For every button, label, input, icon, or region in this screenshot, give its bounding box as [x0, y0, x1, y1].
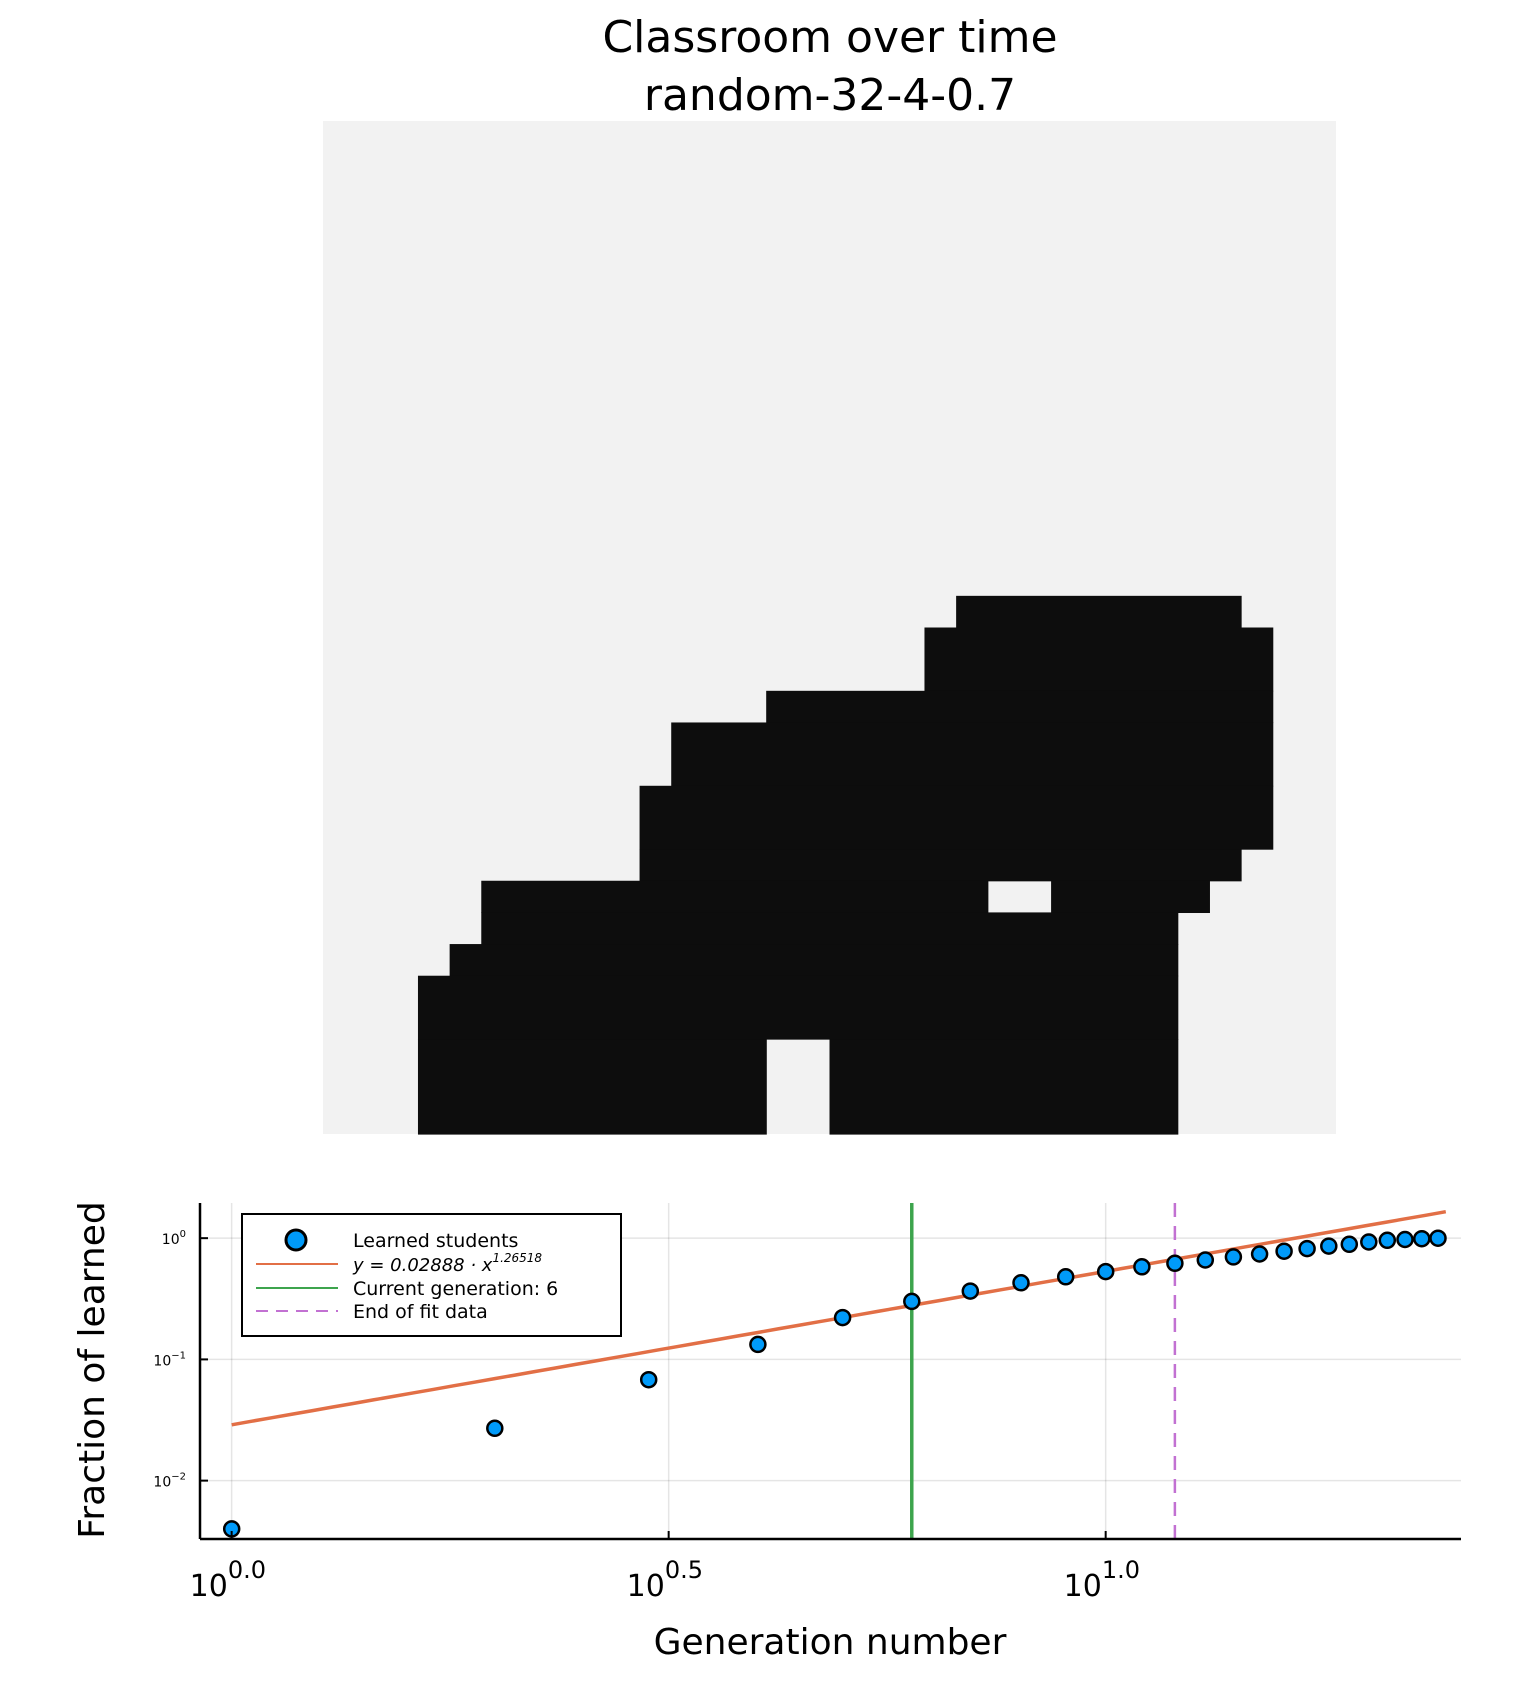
- learned-block-2: [766, 690, 1274, 724]
- scatter-point-1: [486, 1419, 504, 1438]
- x-tick-label-1: 100.5: [627, 1556, 703, 1604]
- figure-title-line1: Classroom over time: [602, 12, 1057, 63]
- y-tick-label-0: 10−2: [153, 1472, 186, 1491]
- fraction-plot: 100.0 100.5 101.0 10−2 10−1 100 Generation n…: [72, 1201, 1461, 1663]
- legend-fit-label: y = 0.02888 · x1.26518: [352, 1251, 542, 1276]
- x-tick-labels: 100.0 100.5 101.0: [190, 1556, 1140, 1604]
- scatter-point-23: [1429, 1229, 1447, 1247]
- scatter-point-18: [1340, 1235, 1359, 1254]
- learned-block-11: [417, 1039, 767, 1135]
- plot-gridlines: [200, 1203, 1461, 1539]
- y-tick-labels: 10−2 10−1 100: [153, 1229, 186, 1490]
- scatter-point-7: [1012, 1274, 1030, 1292]
- scatter-point-10: [1133, 1258, 1151, 1276]
- classroom-heatmap: [323, 121, 1336, 1135]
- y-tick-label-2: 100: [162, 1229, 186, 1248]
- learned-block-6: [481, 880, 989, 914]
- learned-block-3: [671, 722, 1274, 787]
- heatmap-learned-cells: [417, 595, 1274, 1135]
- scatter-point-6: [961, 1282, 980, 1300]
- learned-block-5: [639, 849, 1242, 882]
- y-tick-label-1: 10−1: [153, 1350, 186, 1369]
- learned-block-1: [924, 627, 1274, 692]
- learned-block-8: [481, 912, 1179, 945]
- legend-endfit-label: End of fit data: [353, 1301, 488, 1323]
- learned-block-9: [449, 944, 1179, 977]
- legend-current-label: Current generation: 6: [353, 1278, 558, 1300]
- x-tick-label-0: 100.0: [190, 1556, 266, 1604]
- y-axis-label: Fraction of learned: [72, 1201, 113, 1538]
- scatter-point-14: [1250, 1245, 1269, 1263]
- scatter-point-15: [1275, 1242, 1293, 1260]
- scatter-point-3: [749, 1335, 767, 1354]
- plot-legend: Learned students y = 0.02888 · x1.26518 …: [241, 1213, 622, 1337]
- plot-axes: [198, 1203, 1461, 1541]
- learned-block-7: [1051, 880, 1210, 914]
- learned-block-12: [829, 1039, 1179, 1135]
- scatter-point-19: [1360, 1233, 1378, 1251]
- x-axis-label: Generation number: [654, 1622, 1007, 1663]
- scatter-point-2: [639, 1370, 658, 1389]
- learned-block-0: [956, 595, 1242, 629]
- learned-block-4: [639, 785, 1274, 850]
- scatter-point-12: [1196, 1251, 1215, 1269]
- learned-block-10: [417, 975, 1179, 1040]
- scatter-point-5: [903, 1292, 921, 1311]
- scatter-point-4: [833, 1308, 852, 1327]
- plot-series: [222, 1203, 1447, 1539]
- figure-title-line2: random-32-4-0.7: [644, 70, 1016, 121]
- scatter-point-9: [1096, 1262, 1115, 1281]
- scatter-point-21: [1396, 1230, 1414, 1249]
- scatter-point-8: [1056, 1268, 1075, 1286]
- scatter-point-11: [1166, 1254, 1184, 1273]
- x-tick-label-2: 101.0: [1064, 1556, 1140, 1604]
- scatter-point-13: [1224, 1248, 1243, 1266]
- scatter-point-20: [1378, 1231, 1397, 1250]
- legend-scatter-label: Learned students: [353, 1230, 518, 1252]
- scatter-point-17: [1320, 1237, 1338, 1255]
- legend-scatter-marker: [284, 1228, 308, 1252]
- scatter-point-22: [1413, 1229, 1431, 1248]
- scatter-point-16: [1298, 1239, 1316, 1258]
